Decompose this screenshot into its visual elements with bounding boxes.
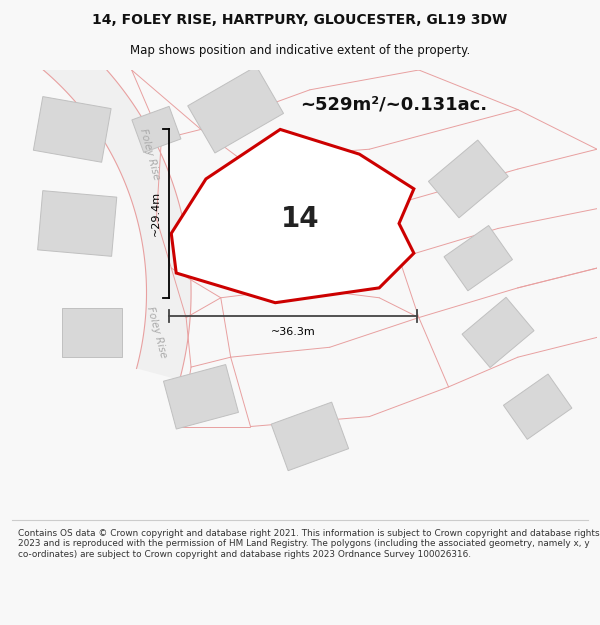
Polygon shape (444, 226, 512, 291)
Polygon shape (38, 191, 117, 256)
Text: Foley Rise: Foley Rise (138, 127, 161, 181)
Polygon shape (132, 106, 181, 152)
Polygon shape (171, 129, 414, 302)
Polygon shape (188, 66, 284, 153)
Polygon shape (62, 308, 122, 357)
Polygon shape (34, 97, 111, 162)
Text: 14: 14 (281, 204, 319, 232)
Polygon shape (271, 402, 349, 471)
Text: ~36.3m: ~36.3m (271, 328, 316, 338)
Text: Foley Rise: Foley Rise (145, 306, 168, 359)
Polygon shape (163, 364, 238, 429)
Text: ~29.4m: ~29.4m (151, 191, 161, 236)
Polygon shape (0, 0, 191, 380)
Text: ~529m²/~0.131ac.: ~529m²/~0.131ac. (300, 96, 487, 114)
Text: 14, FOLEY RISE, HARTPURY, GLOUCESTER, GL19 3DW: 14, FOLEY RISE, HARTPURY, GLOUCESTER, GL… (92, 12, 508, 27)
Polygon shape (242, 175, 338, 262)
Polygon shape (428, 140, 508, 218)
Polygon shape (462, 298, 534, 368)
Polygon shape (503, 374, 572, 439)
Text: Map shows position and indicative extent of the property.: Map shows position and indicative extent… (130, 44, 470, 57)
Text: Contains OS data © Crown copyright and database right 2021. This information is : Contains OS data © Crown copyright and d… (18, 529, 599, 559)
